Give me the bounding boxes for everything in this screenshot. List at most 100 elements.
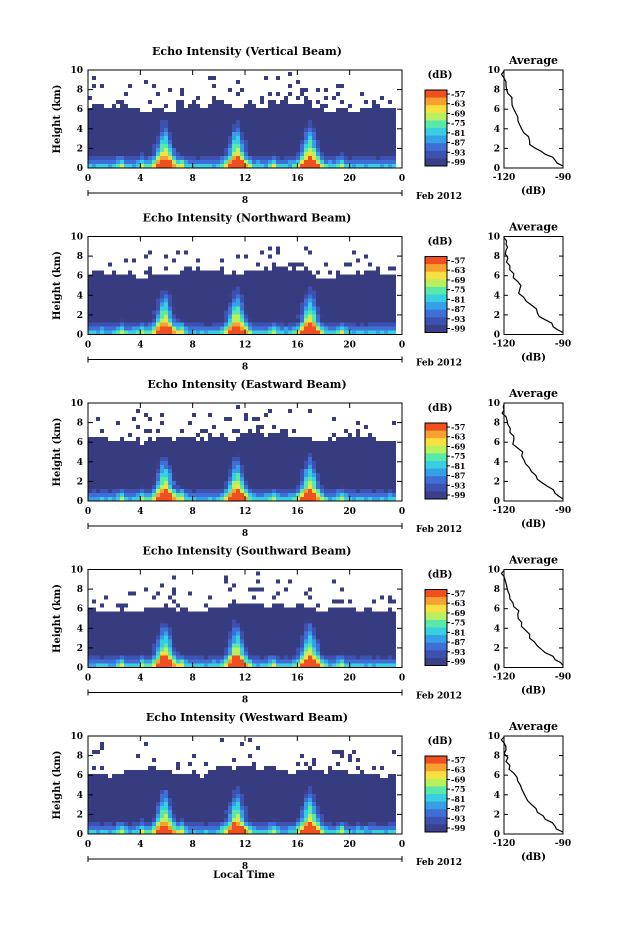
heatmap-cell [164, 623, 168, 628]
heatmap-cell [300, 160, 304, 164]
heatmap-cell [176, 441, 180, 445]
heatmap-cell [192, 164, 196, 168]
heatmap-cell [116, 330, 120, 335]
heatmap-cell [116, 120, 120, 124]
heatmap-cell [344, 274, 348, 279]
heatmap-cell [108, 156, 112, 160]
heatmap-cell [104, 128, 108, 132]
heatmap-cell [232, 655, 236, 660]
heatmap-cell [124, 116, 128, 120]
heatmap-cell [204, 659, 208, 664]
heatmap-cell [108, 639, 112, 644]
heatmap-cell [128, 160, 132, 164]
heatmap-cell [204, 489, 208, 493]
heatmap-cell [180, 627, 184, 632]
heatmap-cell [364, 148, 368, 152]
heatmap-cell [348, 453, 352, 457]
heatmap-cell [132, 623, 136, 628]
heatmap-cell [116, 611, 120, 616]
heatmap-cell [312, 326, 316, 331]
heatmap-cell [176, 639, 180, 644]
heatmap-cell [336, 469, 340, 473]
heatmap-cell [288, 651, 292, 656]
heatmap-cell [292, 659, 296, 664]
heatmap-cell [176, 473, 180, 477]
heatmap-cell [280, 639, 284, 644]
heatmap-cell [184, 116, 188, 120]
heatmap-cell [284, 651, 288, 656]
heatmap-cell [188, 619, 192, 624]
heatmap-cell [328, 136, 332, 140]
heatmap-cell [352, 282, 356, 287]
x-tick-label: 8 [190, 174, 196, 184]
heatmap-cell [104, 326, 108, 331]
heatmap-cell [216, 120, 220, 124]
heatmap-cell [280, 433, 284, 437]
heatmap-cell [108, 318, 112, 323]
heatmap-cell [272, 120, 276, 124]
heatmap-cell [352, 326, 356, 331]
heatmap-cell [320, 306, 324, 311]
heatmap-cell [308, 457, 312, 461]
heatmap-cell [212, 651, 216, 656]
heatmap-cell [308, 124, 312, 128]
heatmap-cell [100, 445, 104, 449]
heatmap-cell [304, 306, 308, 311]
heatmap-cell [100, 286, 104, 291]
heatmap-cell [192, 286, 196, 291]
heatmap-cell [356, 465, 360, 469]
heatmap-cell [224, 124, 228, 128]
heatmap-cell [344, 314, 348, 319]
heatmap-cell [160, 294, 164, 299]
heatmap-cell [220, 469, 224, 473]
heatmap-cell [200, 160, 204, 164]
heatmap-cell [88, 481, 92, 485]
heatmap-cell [320, 112, 324, 116]
heatmap-cell [180, 148, 184, 152]
heatmap-cell [144, 611, 148, 616]
heatmap-cell [352, 148, 356, 152]
heatmap-cell [388, 148, 392, 152]
heatmap-cell [140, 489, 144, 493]
heatmap-cell [360, 92, 364, 96]
heatmap-cell [260, 663, 264, 668]
heatmap-cell [356, 270, 360, 275]
heatmap-cell [128, 298, 132, 303]
heatmap-cell [200, 445, 204, 449]
heatmap-cell [388, 489, 392, 493]
heatmap-cell [228, 651, 232, 656]
heatmap-cell [276, 290, 280, 295]
heatmap-cell [100, 318, 104, 323]
heatmap-cell [332, 322, 336, 327]
heatmap-cell [244, 116, 248, 120]
heatmap-cell [208, 469, 212, 473]
heatmap-cell [244, 663, 248, 668]
heatmap-cell [92, 144, 96, 148]
profile-y-tick-label: 0 [494, 497, 500, 507]
heatmap-cell [320, 310, 324, 315]
heatmap-cell [256, 615, 260, 620]
heatmap-cell [112, 322, 116, 327]
heatmap-cell [292, 635, 296, 640]
heatmap-cell [176, 112, 180, 116]
heatmap-cell [320, 290, 324, 295]
heatmap-cell [392, 314, 396, 319]
heatmap-cell [284, 469, 288, 473]
heatmap-cell [144, 441, 148, 445]
heatmap-cell [292, 465, 296, 469]
heatmap-cell [392, 445, 396, 449]
heatmap-cell [160, 128, 164, 132]
heatmap-cell [172, 639, 176, 644]
heatmap-cell [312, 639, 316, 644]
heatmap-cell [272, 314, 276, 319]
heatmap-cell [108, 140, 112, 144]
heatmap-cell [120, 164, 124, 168]
heatmap-cell [140, 659, 144, 664]
heatmap-cell [120, 144, 124, 148]
heatmap-cell [216, 663, 220, 668]
heatmap-cell [144, 140, 148, 144]
heatmap-cell [196, 282, 200, 287]
heatmap-cell [220, 140, 224, 144]
heatmap-cell [272, 160, 276, 164]
heatmap-cell [92, 306, 96, 311]
